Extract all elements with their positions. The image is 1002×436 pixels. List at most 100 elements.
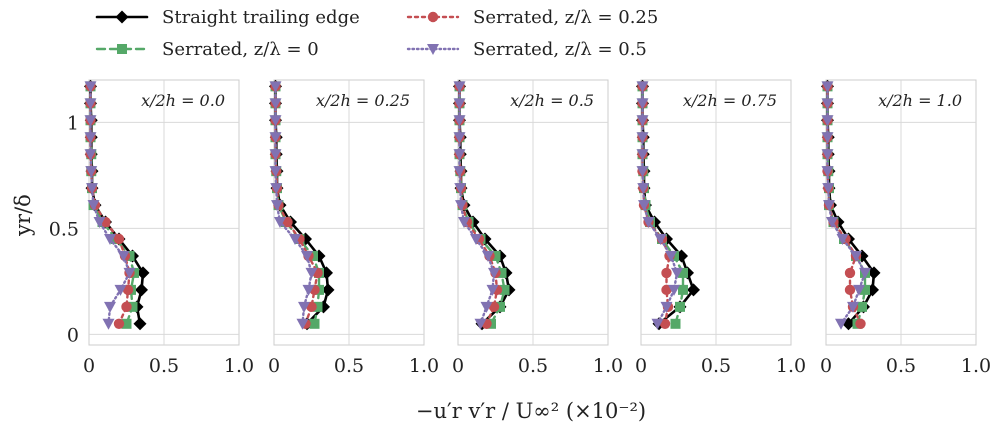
data-point (114, 284, 127, 296)
data-point (270, 183, 283, 195)
data-point (499, 284, 510, 295)
panels: 0 0.5 1.0 0 0.5 1 x/2h = 0.0 0 0.5 1.0 x/2h = 0.25… (49, 79, 991, 377)
data-point (453, 115, 466, 127)
data-point (84, 81, 97, 93)
data-point (312, 301, 323, 312)
x-tick-label: 1.0 (593, 355, 623, 377)
x-tick-label: 0.5 (518, 355, 548, 377)
data-point (136, 266, 150, 280)
data-point (675, 301, 685, 312)
data-point (296, 318, 309, 330)
data-point (821, 149, 834, 161)
legend-entry: Serrated, z/λ = 0.5 (406, 39, 647, 60)
data-point (302, 284, 315, 296)
data-point (84, 115, 97, 127)
data-point (127, 301, 138, 312)
data-point (453, 98, 466, 110)
panel-3: 0 0.5 1.0 x/2h = 0.5 (452, 79, 623, 377)
data-point (121, 318, 132, 329)
y-tick-label: 0.5 (49, 218, 79, 240)
data-point (113, 233, 125, 245)
x-tick-label: 1.0 (776, 355, 806, 377)
data-point (651, 318, 664, 330)
data-point (642, 217, 655, 229)
data-point (821, 115, 834, 127)
legend-entry: Serrated, z/λ = 0.25 (406, 7, 658, 28)
panel-4: 0 0.5 1.0 x/2h = 0.75 (635, 79, 806, 377)
data-point (93, 217, 106, 229)
data-point (821, 166, 834, 178)
x-tick-label: 0 (452, 355, 464, 377)
panel-1: 0 0.5 1.0 0 0.5 1 x/2h = 0.0 (49, 79, 254, 377)
data-point (636, 81, 649, 93)
x-tick-label: 0.5 (886, 355, 916, 377)
x-tick-label: 1.0 (224, 355, 254, 377)
data-point (135, 283, 148, 297)
legend-marker (117, 44, 127, 54)
data-point (638, 200, 650, 212)
data-point (480, 301, 493, 313)
data-point (671, 267, 683, 279)
data-point (495, 301, 505, 312)
x-tick-label: 1.0 (409, 355, 439, 377)
data-point (860, 284, 870, 295)
x-tick-label: 1.0 (961, 355, 991, 377)
data-point (850, 250, 862, 262)
data-point (855, 318, 866, 329)
data-point (637, 183, 650, 195)
data-point (458, 217, 470, 229)
x-tick-label: 0.5 (701, 355, 731, 377)
data-point (84, 98, 97, 110)
legend-label: Straight trailing edge (162, 7, 360, 28)
data-point (453, 166, 466, 178)
data-point (823, 200, 835, 212)
data-point (104, 234, 116, 245)
data-point (470, 234, 482, 245)
data-point (84, 132, 97, 144)
data-point (289, 234, 301, 245)
legend-label: Serrated, z/λ = 0.25 (473, 7, 658, 28)
data-point (488, 301, 500, 313)
y-tick-label: 1 (67, 112, 79, 134)
legend-label: Serrated, z/λ = 0.5 (473, 39, 647, 60)
data-point (636, 149, 649, 161)
data-point (496, 267, 507, 278)
x-tick-label: 0 (83, 355, 95, 377)
data-point (453, 81, 466, 93)
data-point (687, 283, 700, 297)
legend-marker (427, 44, 439, 55)
data-point (847, 301, 859, 313)
x-tick-label: 0 (820, 355, 832, 377)
x-tick-label: 0.5 (149, 355, 179, 377)
legend: Straight trailing edge Serrated, z/λ = 0 S… (95, 7, 658, 60)
legend-entry: Serrated, z/λ = 0 (95, 39, 319, 60)
data-point (821, 98, 834, 110)
data-point (835, 318, 847, 330)
data-point (453, 132, 466, 144)
data-point (678, 267, 688, 278)
data-point (455, 200, 467, 212)
data-point (113, 318, 125, 329)
data-point (306, 301, 317, 313)
data-point (486, 284, 499, 296)
data-point (661, 284, 672, 296)
data-point (298, 301, 310, 313)
data-point (453, 149, 466, 161)
data-point (84, 149, 97, 161)
data-point (85, 166, 98, 178)
data-point (636, 115, 649, 127)
data-point (122, 284, 134, 296)
data-point (269, 98, 282, 110)
panel-5: 0 0.5 1.0 x/2h = 1.0 (820, 79, 991, 377)
data-point (269, 149, 282, 161)
data-point (661, 267, 672, 279)
data-point (844, 284, 856, 296)
x-axis-title: −u′r v′r / U∞² (×10⁻²) (416, 399, 646, 423)
data-point (123, 267, 136, 279)
x-tick-label: 0.5 (334, 355, 364, 377)
data-point (488, 267, 500, 279)
data-point (836, 234, 849, 245)
data-point (826, 217, 838, 229)
